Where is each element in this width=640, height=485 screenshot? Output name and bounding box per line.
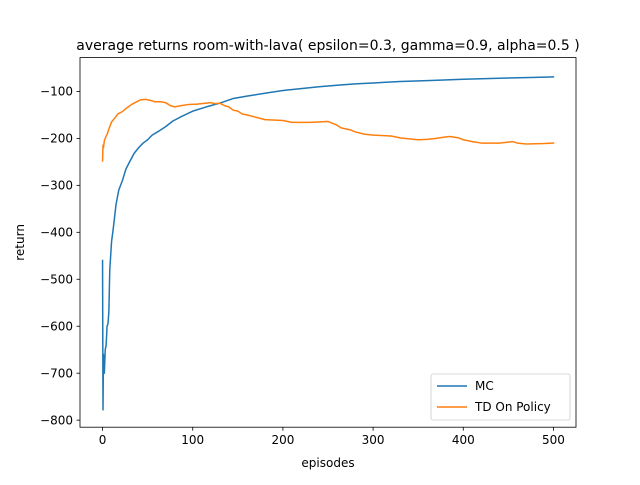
legend-label-td-on-policy: TD On Policy: [474, 400, 551, 414]
legend-label-mc: MC: [475, 379, 494, 393]
y-tick-label: −800: [40, 413, 73, 427]
y-tick-label: −100: [40, 85, 73, 99]
x-tick-label: 300: [362, 433, 385, 447]
y-tick-label: −400: [40, 226, 73, 240]
x-tick-label: 0: [99, 433, 107, 447]
x-tick-label: 500: [542, 433, 565, 447]
y-tick-label: −300: [40, 179, 73, 193]
series-layer: [101, 76, 555, 411]
y-axis-ticks: −800 −700 −600 −500 −400 −300 −200 −100: [40, 85, 80, 427]
y-tick-label: −500: [40, 273, 73, 287]
x-tick-label: 400: [452, 433, 475, 447]
x-tick-label: 100: [181, 433, 204, 447]
chart-title: average returns room-with-lava( epsilon=…: [76, 38, 579, 54]
x-axis-ticks: 0 100 200 300 400 500: [99, 427, 565, 447]
plot-frame: [79, 57, 577, 428]
y-tick-label: −600: [40, 320, 73, 334]
plot-area: [80, 57, 576, 428]
y-axis-label: return: [13, 224, 27, 261]
x-tick-label: 200: [271, 433, 294, 447]
y-tick-label: −700: [40, 366, 73, 380]
series-line-mc: [101, 76, 555, 411]
y-tick-label: −200: [40, 132, 73, 146]
x-axis-label: episodes: [301, 456, 354, 470]
legend: MC TD On Policy: [430, 373, 571, 421]
series-line-td-on-policy: [101, 98, 555, 162]
